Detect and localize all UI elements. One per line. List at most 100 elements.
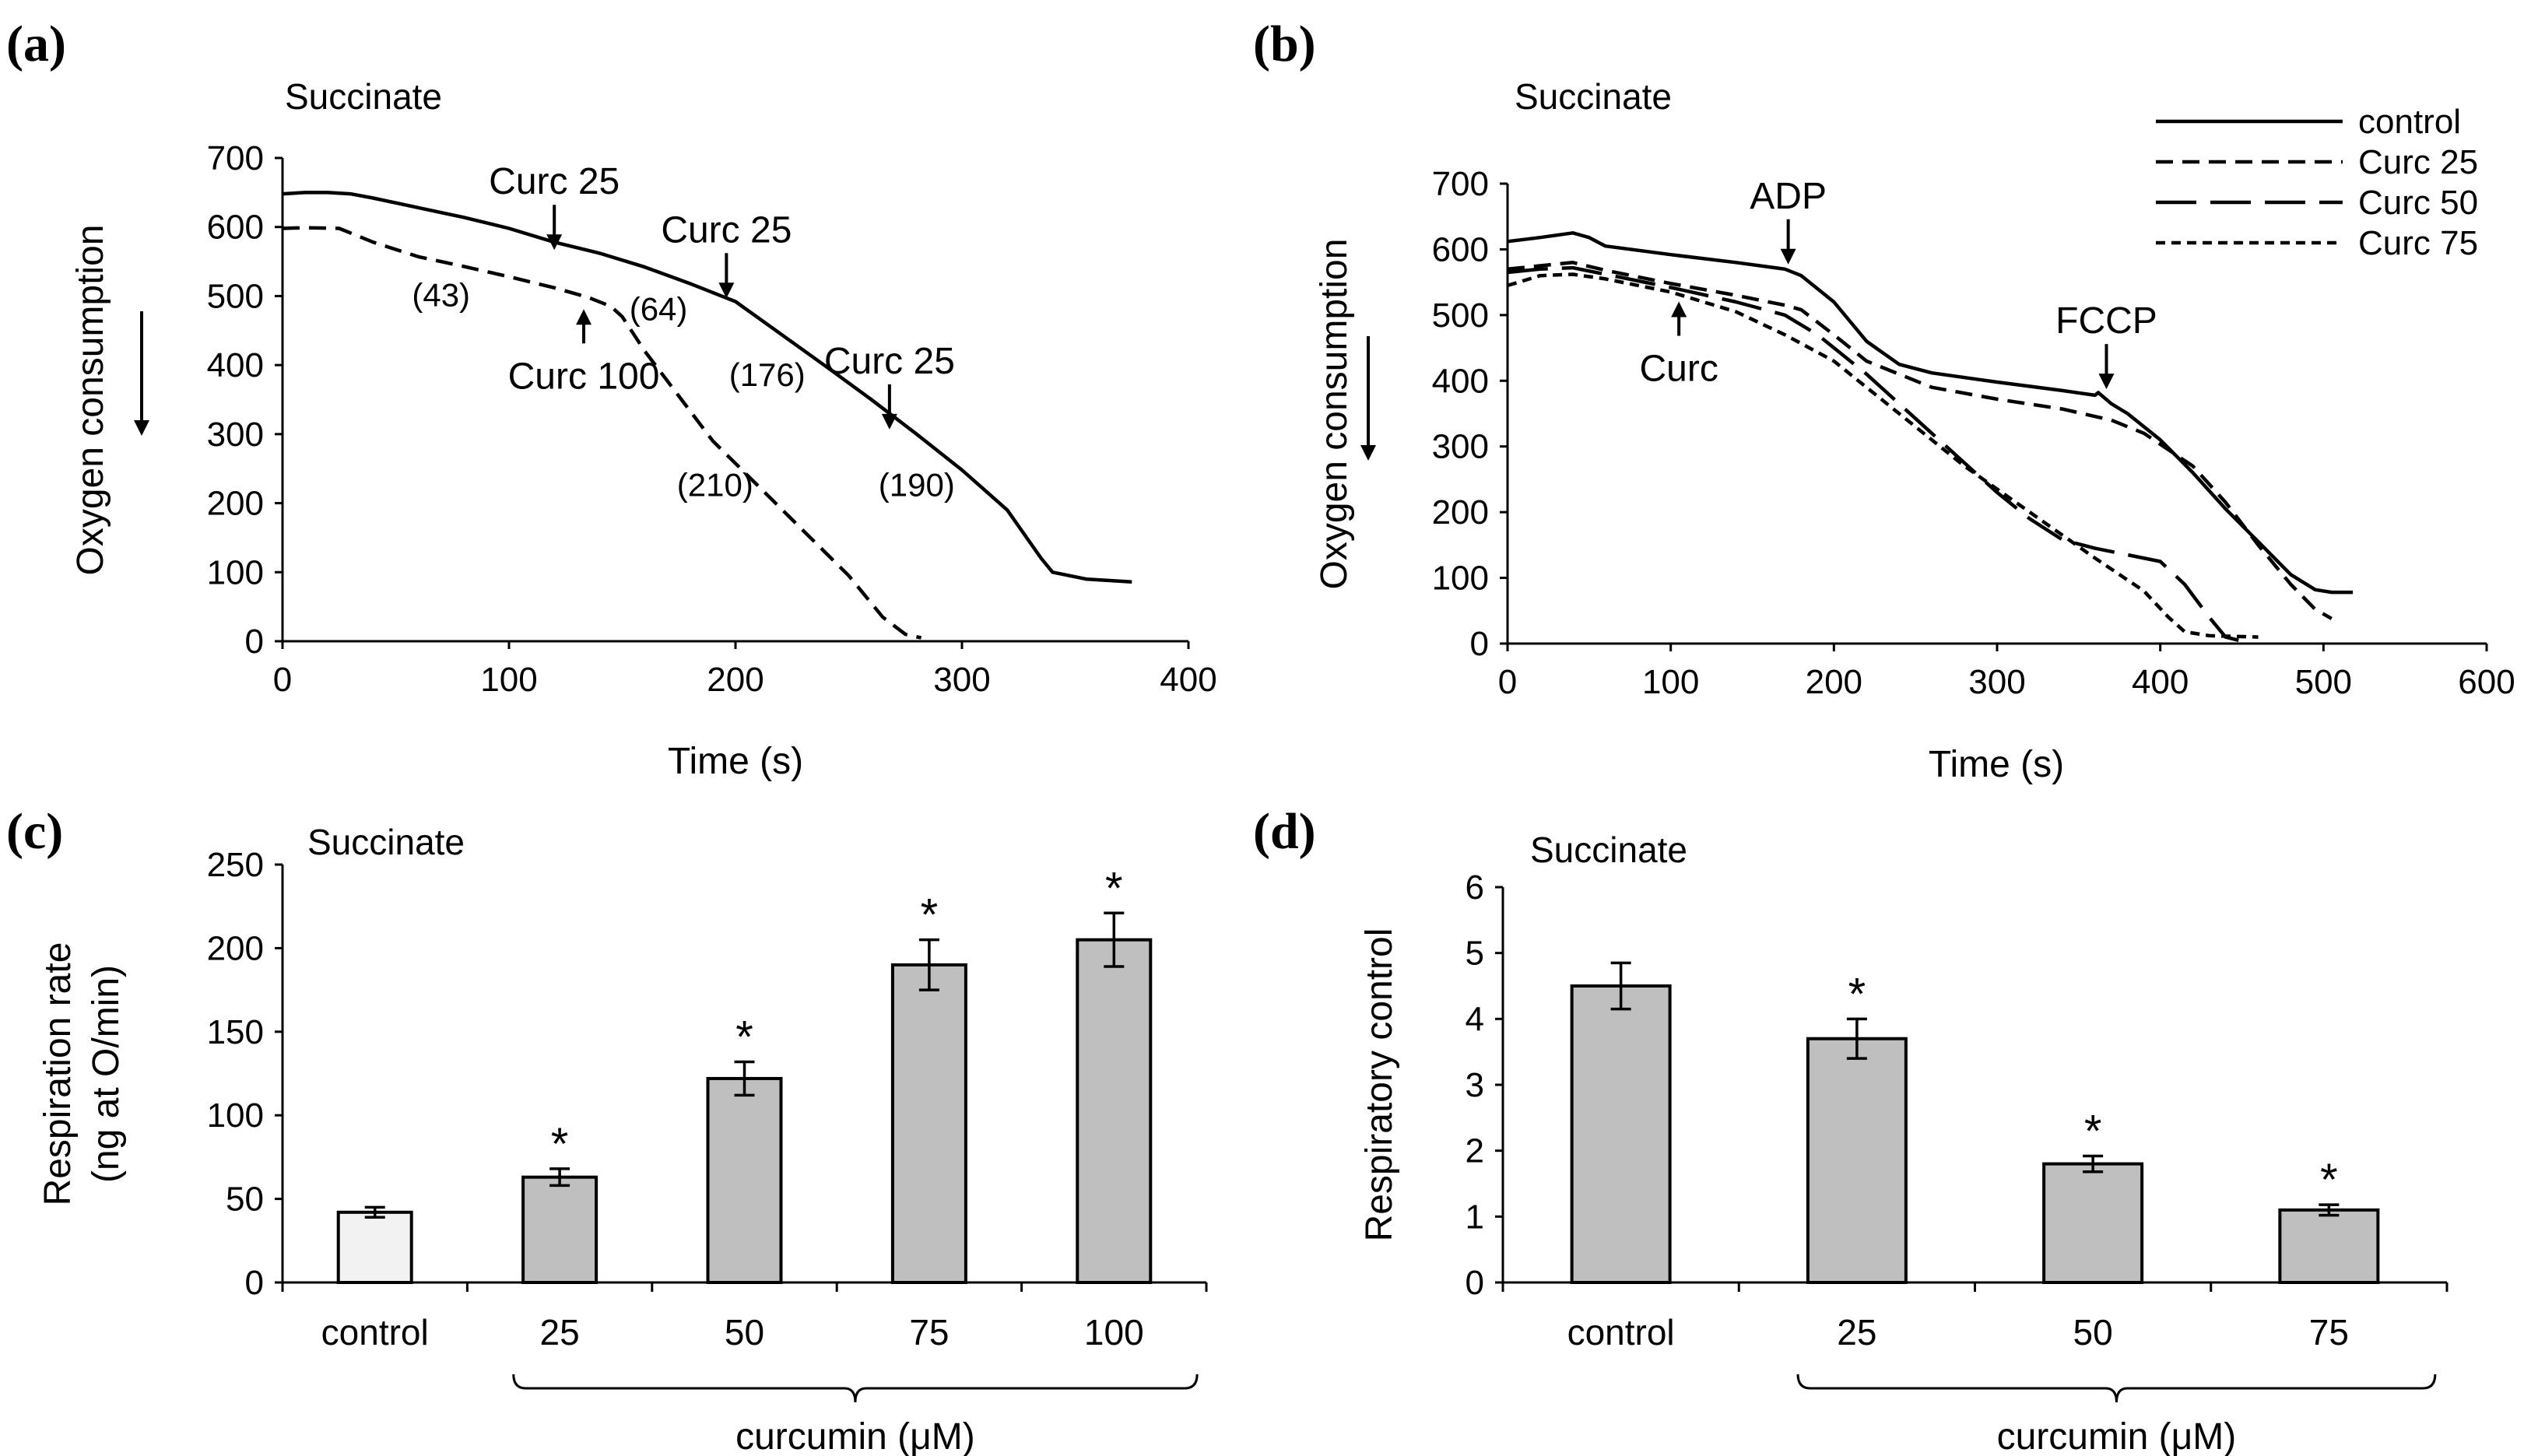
error-bar-control	[364, 1205, 385, 1219]
panel-title: Succinate	[1530, 830, 1687, 870]
category-label: 50	[2073, 1312, 2113, 1353]
y-tick-label: 4	[1466, 1000, 1484, 1038]
x-tick-label: 500	[2295, 663, 2352, 701]
y-tick-label: 150	[207, 1013, 264, 1051]
series-line-control	[1507, 231, 2354, 595]
y-tick-label: 300	[1432, 428, 1489, 466]
annotation-curc-25-arrow	[881, 384, 897, 430]
y-axis-label-units: (ng at O/min)	[86, 965, 127, 1183]
x-tick-label: 0	[273, 661, 292, 699]
x-tick-label: 100	[480, 661, 537, 699]
legend-label: Curc 75	[2358, 224, 2478, 262]
panel-label: (c)	[6, 803, 63, 860]
y-tick-label: 0	[1466, 1264, 1484, 1302]
x-tick-label: 400	[2132, 663, 2189, 701]
bar-75	[2278, 1208, 2380, 1285]
annotation-curc-25: Curc 25	[824, 341, 955, 382]
category-label: 25	[1837, 1312, 1876, 1353]
y-axis-label: Oxygen consumption	[1314, 239, 1355, 590]
y-tick-label: 500	[1432, 296, 1489, 335]
annotation-curc-25-arrow-head	[546, 234, 563, 251]
y-axis-label: Respiration rate	[37, 942, 79, 1206]
annotation-fccp: FCCP	[2055, 300, 2157, 342]
bar-75	[890, 963, 967, 1284]
annotation-210: (210)	[677, 467, 753, 503]
annotation-curc-100-arrow	[576, 309, 592, 344]
annotation-curc-100-arrow-head	[576, 309, 592, 325]
annotation-43: (43)	[412, 277, 470, 314]
y-tick-label: 600	[207, 209, 264, 247]
group-brace	[1796, 1374, 2437, 1403]
error-bar-100	[1104, 911, 1125, 968]
bar-25	[1806, 1037, 1908, 1284]
annotation-curc-arrow-head	[1671, 301, 1687, 318]
x-tick-label: 400	[1160, 661, 1216, 699]
y-tick-label: 600	[1432, 230, 1489, 268]
y-tick-label: 200	[207, 485, 264, 523]
annotation-curc-arrow	[1671, 301, 1687, 336]
annotation-curc-100: Curc 100	[508, 356, 660, 397]
y-tick-label: 0	[245, 1264, 264, 1302]
bar-25	[521, 1175, 599, 1285]
significance-star: *	[2084, 1106, 2102, 1156]
y-axis-direction-arrow	[134, 311, 149, 436]
y-tick-label: 100	[207, 1096, 264, 1135]
series-line-curc-25	[1507, 261, 2333, 620]
series-line-curc-75	[1507, 272, 2259, 639]
y-tick-label: 5	[1466, 935, 1484, 973]
y-tick-label: 0	[1470, 625, 1489, 663]
annotation-curc-25-arrow	[546, 205, 563, 251]
x-tick-label: 200	[707, 661, 764, 699]
y-tick-label: 3	[1466, 1066, 1484, 1104]
bar-100	[1076, 938, 1153, 1285]
category-label: 25	[540, 1312, 580, 1353]
y-tick-label: 100	[1432, 560, 1489, 598]
panel-label: (d)	[1253, 803, 1316, 860]
error-bar-50	[734, 1060, 755, 1097]
annotation-64: (64)	[630, 290, 688, 327]
group-label: curcumin (μM)	[1997, 1416, 2237, 1456]
y-tick-label: 500	[207, 277, 264, 315]
annotation-curc-25-arrow-head	[718, 282, 735, 299]
annotation-curc-25: Curc 25	[661, 209, 792, 251]
error-bar-50	[2083, 1154, 2104, 1174]
annotation-adp: ADP	[1750, 176, 1827, 217]
y-tick-label: 1	[1466, 1198, 1484, 1236]
category-label: 50	[725, 1312, 764, 1353]
category-label: 75	[2309, 1312, 2349, 1353]
category-label: 100	[1084, 1312, 1144, 1353]
bar-control	[336, 1210, 413, 1285]
x-axis-label: Time (s)	[668, 741, 803, 782]
panel-label: (b)	[1253, 16, 1316, 72]
y-tick-label: 250	[207, 846, 264, 884]
error-bar-75	[2319, 1203, 2340, 1217]
y-axis-label: Respiratory control	[1359, 928, 1400, 1242]
legend-label: control	[2358, 103, 2461, 141]
x-tick-label: 0	[1498, 663, 1517, 701]
x-tick-label: 300	[1968, 663, 2025, 701]
series-line-solid	[282, 191, 1132, 584]
y-tick-label: 0	[245, 623, 264, 661]
significance-star: *	[1105, 863, 1123, 914]
annotation-190: (190)	[879, 467, 955, 503]
y-tick-label: 400	[207, 346, 264, 384]
y-axis-direction-arrow-head	[1360, 445, 1376, 461]
annotation-adp-arrow-head	[1780, 248, 1796, 265]
series-line-dashed	[282, 226, 922, 640]
x-axis-label: Time (s)	[1929, 744, 2064, 785]
significance-star: *	[1848, 969, 1866, 1019]
x-tick-label: 600	[2458, 663, 2515, 701]
significance-star: *	[2320, 1155, 2338, 1205]
significance-star: *	[921, 890, 939, 941]
y-axis-direction-arrow-head	[134, 420, 149, 436]
annotation-curc-25-arrow-head	[881, 413, 897, 430]
panel-label: (a)	[6, 16, 66, 72]
significance-star: *	[551, 1119, 569, 1170]
annotation-curc-25-arrow	[718, 253, 735, 299]
annotation-adp-arrow	[1780, 219, 1796, 265]
y-axis-direction-arrow	[1360, 336, 1376, 461]
legend-label: Curc 25	[2358, 143, 2478, 181]
group-brace	[512, 1374, 1199, 1403]
error-bar-25	[549, 1167, 570, 1188]
bar-50	[706, 1076, 783, 1284]
